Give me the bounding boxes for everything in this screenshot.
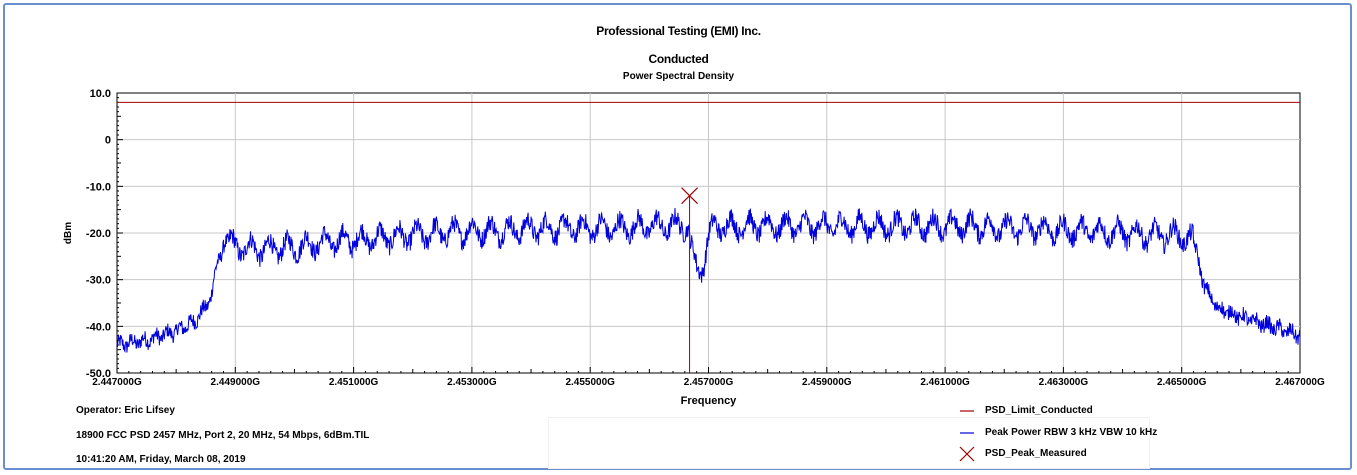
legend-icons (959, 410, 975, 462)
peak-marker-x (681, 187, 698, 205)
y-tick-label: -10.0 (86, 181, 111, 193)
legend-label-limit: PSD_Limit_Conducted (985, 405, 1093, 416)
legend-label-peak: PSD_Peak_Measured (985, 448, 1087, 459)
x-tick-label: 2.449000G (211, 377, 261, 388)
x-tick-label: 2.447000G (92, 377, 142, 388)
x-tick-labels: 2.447000G 2.449000G 2.451000G 2.453000G 2.45… (92, 377, 1325, 388)
chart-title: Professional Testing (EMI) Inc. (596, 24, 761, 38)
x-tick-label: 2.453000G (447, 377, 497, 388)
y-tick-label: -30.0 (86, 275, 111, 287)
series-layer (116, 101, 1301, 373)
grid (117, 93, 1300, 373)
legend-label-trace: Peak Power RBW 3 kHz VBW 10 kHz (985, 427, 1158, 438)
x-tick-label: 2.457000G (684, 377, 734, 388)
y-tick-label: 0 (105, 135, 111, 147)
y-tick-label: -40.0 (86, 321, 111, 333)
chart-subtitle-2: Power Spectral Density (622, 71, 735, 82)
y-tick-label: -20.0 (86, 228, 111, 240)
chart-subtitle: Conducted (648, 52, 709, 66)
y-axis-label: dBm (63, 222, 74, 244)
x-axis-label: Frequency (681, 395, 738, 407)
file-name-label: 18900 FCC PSD 2457 MHz, Port 2, 20 MHz, … (76, 430, 370, 441)
legend-icon-peak (959, 446, 975, 462)
timestamp-label: 10:41:20 AM, Friday, March 08, 2019 (76, 454, 246, 465)
x-tick-label: 2.463000G (1039, 377, 1089, 388)
x-tick-label: 2.461000G (920, 377, 970, 388)
y-tick-labels: 10.0 0 -10.0 -20.0 -30.0 -40.0 -50.0 (86, 88, 111, 380)
x-tick-label: 2.459000G (802, 377, 852, 388)
y-tick-label: 10.0 (90, 88, 111, 100)
y-tick-label: -50.0 (86, 368, 111, 380)
operator-label: Operator: Eric Lifsey (76, 405, 175, 416)
x-tick-label: 2.465000G (1157, 377, 1207, 388)
minor-ticks (116, 92, 1301, 374)
peak-power-trace (116, 207, 1301, 354)
legend-box (548, 417, 1150, 469)
x-tick-label: 2.455000G (565, 377, 615, 388)
x-tick-label: 2.467000G (1275, 377, 1325, 388)
x-tick-label: 2.451000G (329, 377, 379, 388)
